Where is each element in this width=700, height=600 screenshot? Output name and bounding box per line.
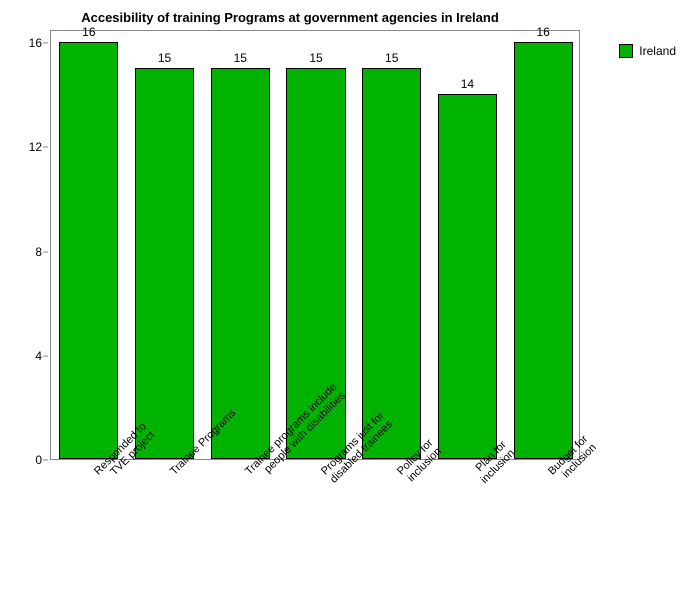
bar: [514, 42, 573, 459]
x-axis-labels: Responded toTVE projectTrainee ProgramsT…: [50, 465, 580, 595]
bar: [362, 68, 421, 459]
y-tick-label: 16: [29, 36, 42, 50]
bar-value-label: 16: [536, 25, 549, 39]
y-tick-label: 0: [35, 453, 42, 467]
bar: [438, 94, 497, 459]
chart-container: Accesibility of training Programs at gov…: [0, 0, 700, 600]
bar-value-label: 16: [82, 25, 95, 39]
bar: [59, 42, 118, 459]
y-tick-label: 12: [29, 140, 42, 154]
legend: Ireland: [615, 40, 680, 62]
chart-title: Accesibility of training Programs at gov…: [0, 10, 580, 25]
bars-group: 16151515151416: [51, 31, 579, 459]
bar: [135, 68, 194, 459]
legend-item: Ireland: [619, 44, 676, 58]
y-axis: 0481216: [0, 30, 48, 460]
legend-label: Ireland: [639, 44, 676, 58]
y-tick-label: 8: [35, 245, 42, 259]
bar-value-label: 14: [461, 77, 474, 91]
legend-swatch: [619, 44, 633, 58]
bar-value-label: 15: [309, 51, 322, 65]
bar: [211, 68, 270, 459]
bar-value-label: 15: [234, 51, 247, 65]
bar-value-label: 15: [158, 51, 171, 65]
bar-value-label: 15: [385, 51, 398, 65]
y-tick-label: 4: [35, 349, 42, 363]
